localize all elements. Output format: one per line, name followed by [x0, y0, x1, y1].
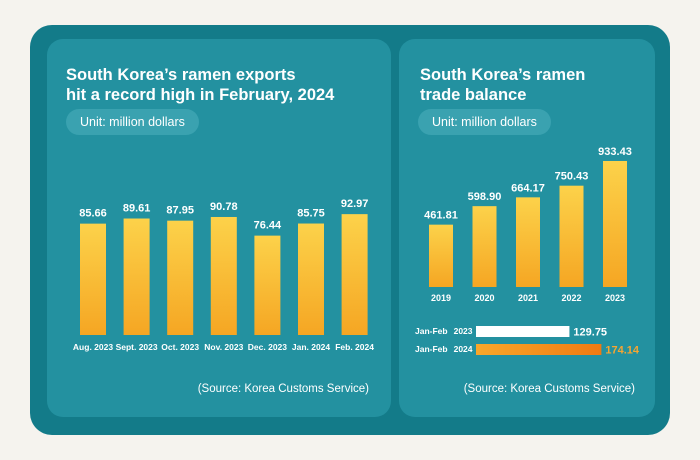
exports-bar-chart: 85.66 Aug. 2023 89.61 Sept. 2023 87.95 Oct. 2…: [73, 198, 374, 352]
trade-bar: [472, 206, 497, 287]
trade-unit-pill: Unit: million dollars: [418, 109, 551, 135]
trade-bar: [559, 185, 584, 287]
exports-title-line1: South Korea’s ramen exports: [66, 66, 296, 84]
export-value-label: 85.66: [79, 208, 107, 220]
trade-value-label: 933.43: [598, 146, 632, 158]
export-category-label: Oct. 2023: [161, 342, 199, 352]
trade-value-label: 664.17: [511, 182, 545, 194]
export-bar: [167, 220, 194, 335]
trade-title-line1: South Korea’s ramen: [420, 66, 586, 84]
exports-source: (Source: Korea Customs Service): [197, 383, 369, 395]
export-value-label: 76.44: [254, 220, 282, 232]
period-label: Jan-Feb 2024: [415, 344, 473, 354]
export-value-label: 87.95: [166, 205, 194, 217]
trade-year-label: 2022: [561, 293, 581, 303]
trade-year-label: 2021: [518, 293, 538, 303]
export-category-label: Nov. 2023: [204, 342, 243, 352]
period-label-range: Jan-Feb: [415, 326, 448, 336]
export-bar: [254, 235, 281, 335]
export-category-label: Jan. 2024: [292, 342, 331, 352]
trade-bar: [429, 224, 453, 287]
export-category-label: Dec. 2023: [248, 342, 287, 352]
trade-bar: [603, 160, 627, 287]
exports-unit-pill: Unit: million dollars: [66, 109, 199, 135]
period-bar: [476, 326, 570, 337]
export-bar: [210, 216, 237, 335]
export-category-label: Feb. 2024: [335, 342, 374, 352]
export-bar: [80, 223, 106, 335]
export-bar: [341, 214, 368, 335]
export-value-label: 92.97: [341, 198, 369, 210]
trade-value-label: 598.90: [468, 191, 502, 203]
trade-value-label: 750.43: [555, 171, 589, 183]
trade-source: (Source: Korea Customs Service): [463, 383, 635, 395]
export-value-label: 89.61: [123, 203, 151, 215]
trade-title: South Korea’s ramen trade balance: [420, 65, 585, 105]
trade-balance-panel: South Korea’s ramen trade balance Unit: …: [399, 39, 655, 417]
trade-bar-chart: 461.81 2019 598.90 2020 664.17 2021 750.43 2022…: [415, 146, 640, 357]
period-label: Jan-Feb 2023: [415, 326, 473, 336]
period-label-range: Jan-Feb: [415, 344, 448, 354]
export-category-label: Aug. 2023: [73, 342, 113, 352]
export-bar: [123, 218, 150, 335]
trade-year-label: 2023: [605, 293, 625, 303]
trade-title-line2: trade balance: [420, 86, 527, 104]
period-label-year: 2024: [454, 344, 473, 354]
trade-value-label: 461.81: [424, 210, 458, 222]
period-value-label: 174.14: [605, 345, 640, 357]
exports-panel: South Korea’s ramen exports hit a record…: [47, 39, 391, 417]
export-value-label: 85.75: [297, 208, 325, 220]
period-value-label: 129.75: [573, 327, 607, 339]
trade-year-label: 2019: [431, 293, 451, 303]
export-category-label: Sept. 2023: [116, 342, 158, 352]
export-bar: [298, 223, 324, 335]
period-label-year: 2023: [454, 326, 473, 336]
trade-bar: [516, 197, 540, 287]
period-bar: [476, 344, 602, 355]
trade-year-label: 2020: [474, 293, 494, 303]
exports-title: South Korea’s ramen exports hit a record…: [66, 65, 334, 105]
exports-title-line2: hit a record high in February, 2024: [66, 86, 335, 104]
export-value-label: 90.78: [210, 201, 238, 213]
